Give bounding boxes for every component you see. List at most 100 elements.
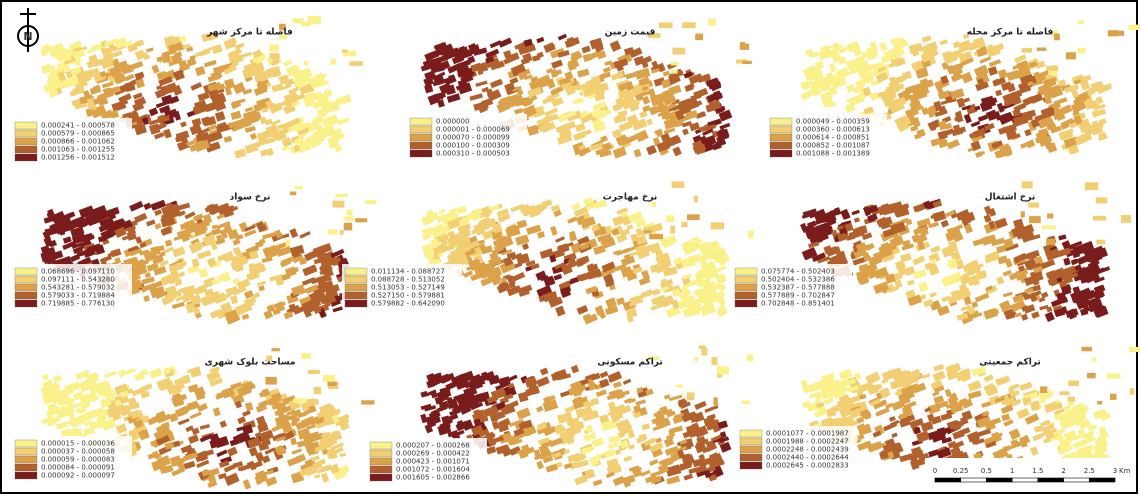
scale-label: 0.25 — [953, 467, 969, 475]
outlying-block — [708, 19, 716, 26]
legend-swatch — [345, 300, 367, 307]
scale-bar: 00.250.511.522.53Km — [925, 458, 1135, 490]
outlying-block — [1082, 347, 1093, 351]
legend-label: 0.527150 - 0.579881 — [371, 292, 445, 300]
outlying-block — [694, 357, 698, 361]
legend-label: 0.532387 - 0.577888 — [761, 284, 835, 292]
legend-swatch — [735, 284, 757, 291]
outlying-block — [346, 210, 352, 216]
scale-label: 2.5 — [1084, 467, 1095, 475]
outlying-block — [1130, 388, 1135, 394]
legend-label: 0.0001077 - 0.0001987 — [766, 430, 849, 438]
outlying-block — [1096, 240, 1105, 245]
legend-swatch — [15, 440, 37, 447]
legend-label: 0.001605 - 0.002866 — [396, 474, 470, 482]
legend-swatch — [410, 150, 432, 157]
legend-swatch — [15, 456, 37, 463]
legend-label: 0.0002248 - 0.0002439 — [766, 446, 849, 454]
panel-title: فاصله تا مرکز شهر — [206, 28, 293, 38]
outlying-block — [1068, 397, 1075, 402]
scale-label: 1.5 — [1032, 467, 1043, 475]
legend-label: 0.000015 - 0.000036 — [41, 440, 115, 448]
scale-segment — [986, 478, 1012, 482]
outlying-block — [1068, 380, 1079, 386]
outlying-block — [307, 399, 318, 405]
panel-title: تراکم مسکونی — [597, 358, 663, 368]
outlying-block — [328, 229, 338, 234]
outlying-block — [1022, 48, 1032, 53]
outlying-block — [1054, 34, 1060, 41]
outlying-block — [355, 218, 367, 222]
outlying-block — [328, 382, 337, 387]
outlying-block — [717, 366, 729, 374]
legend-label: 0.000049 - 0.000359 — [796, 118, 870, 126]
outlying-block — [1110, 394, 1117, 400]
legend-label: 0.001088 - 0.001389 — [796, 150, 870, 158]
legend-swatch — [15, 284, 37, 291]
legend-label: 0.0002440 - 0.0002644 — [766, 454, 849, 462]
scale-label: 2 — [1061, 467, 1065, 475]
legend-label: 0.000852 - 0.001087 — [796, 142, 870, 150]
legend-label: 0.719885 - 0.776130 — [41, 300, 115, 308]
outlying-block — [1022, 181, 1033, 188]
legend-label: 0.000001 - 0.000069 — [436, 126, 510, 134]
legend-label: 0.001063 - 0.001255 — [41, 146, 115, 154]
scale-label: 0.5 — [981, 467, 992, 475]
outlying-block — [1129, 25, 1140, 30]
legend-swatch — [15, 138, 37, 145]
legend-swatch — [345, 276, 367, 283]
legend-swatch — [735, 276, 757, 283]
outlying-block — [301, 353, 311, 359]
panel-title: نرخ مهاجرت — [603, 193, 658, 203]
legend-swatch — [370, 450, 392, 457]
outlying-block — [1121, 215, 1131, 223]
legend-label: 0.000084 - 0.000091 — [41, 464, 115, 472]
legend-swatch — [770, 150, 792, 157]
legend-label: 0.502404 - 0.532386 — [761, 276, 835, 284]
outlying-block — [1037, 48, 1047, 51]
outlying-block — [712, 357, 718, 365]
outlying-block — [1047, 214, 1053, 219]
legend-label: 0.000207 - 0.000268 — [396, 442, 470, 450]
outlying-block — [1092, 357, 1097, 361]
legend-swatch — [740, 454, 762, 461]
legend-swatch — [15, 448, 37, 455]
outlying-block — [687, 392, 695, 400]
outlying-block — [308, 16, 321, 24]
legend-swatch — [735, 300, 757, 307]
outlying-block — [676, 385, 683, 388]
outlying-block — [643, 227, 652, 230]
outlying-block — [666, 215, 674, 222]
outlying-block — [740, 42, 745, 48]
outlying-block — [1046, 239, 1055, 245]
outlying-block — [711, 222, 724, 229]
outlying-block — [335, 194, 348, 197]
legend-swatch — [770, 126, 792, 133]
outlying-block — [314, 387, 322, 394]
legend-label: 0.000614 - 0.000851 — [796, 134, 870, 142]
outlying-block — [742, 61, 752, 64]
outlying-block — [269, 53, 279, 59]
outlying-block — [265, 377, 276, 385]
legend-swatch — [15, 268, 37, 275]
panel-title: نرخ اشتغال — [985, 193, 1035, 203]
legend-swatch — [15, 276, 37, 283]
legend-swatch — [370, 442, 392, 449]
panel-title: مساحت بلوک شهری — [205, 358, 296, 368]
legend-label: 0.000000 — [436, 118, 469, 126]
legend-label: 0.000579 - 0.000865 — [41, 130, 115, 138]
legend-swatch — [740, 430, 762, 437]
outlying-block — [687, 214, 700, 220]
legend-swatch — [370, 458, 392, 465]
legend-swatch — [740, 462, 762, 469]
outlying-block — [361, 400, 374, 404]
outlying-block — [695, 34, 703, 41]
scale-segment — [961, 478, 987, 482]
outlying-block — [747, 355, 754, 362]
outlying-block — [272, 348, 280, 351]
outlying-block — [350, 61, 363, 66]
outlying-block — [1042, 225, 1056, 229]
legend-swatch — [345, 268, 367, 275]
legend-label: 0.000310 - 0.000503 — [436, 150, 510, 158]
outlying-block — [290, 192, 296, 196]
